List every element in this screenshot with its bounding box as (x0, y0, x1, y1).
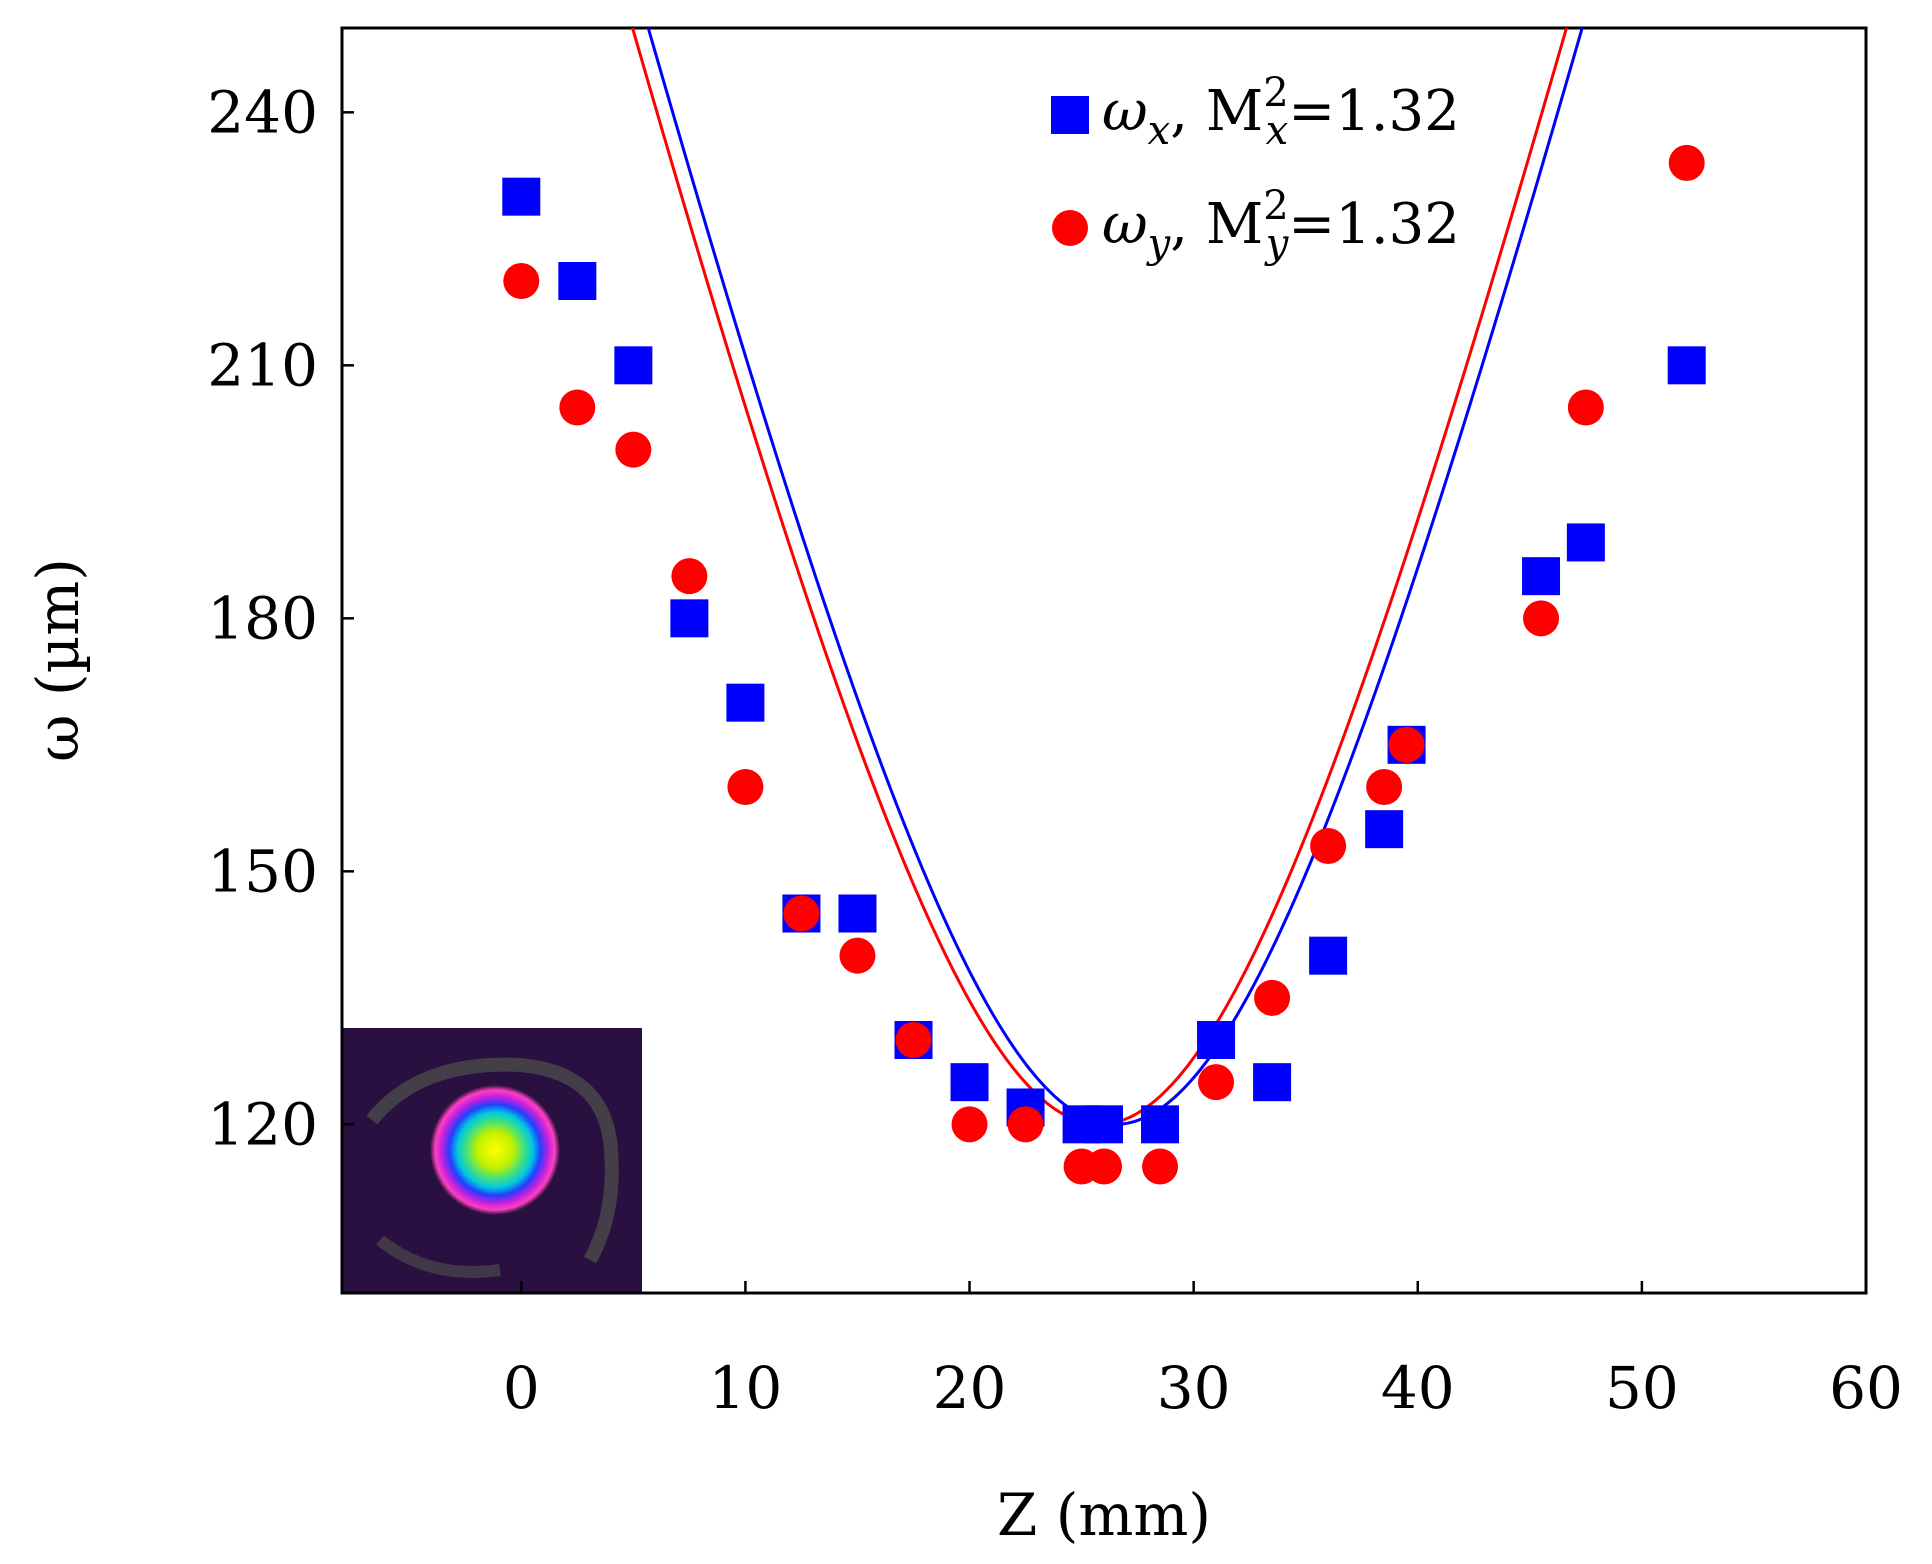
fit-curves (631, 28, 1584, 1126)
point-wy (951, 1106, 988, 1143)
point-wy (1366, 769, 1403, 805)
point-wy (559, 389, 596, 426)
point-wy (1668, 144, 1705, 181)
point-wx (1309, 936, 1348, 975)
point-wy (1142, 1148, 1179, 1185)
x-tick-label: 20 (933, 1354, 1007, 1422)
x-tick-label: 40 (1381, 1354, 1455, 1422)
point-wx (1522, 557, 1561, 596)
x-tick-label: 30 (1157, 1354, 1231, 1422)
point-wy (1007, 1106, 1044, 1143)
inset-beam-image (342, 1028, 642, 1293)
point-wx (950, 1063, 989, 1102)
x-tick-label: 0 (503, 1354, 540, 1422)
point-wy (895, 1022, 932, 1058)
point-wy (727, 769, 764, 805)
point-wy (1523, 600, 1560, 637)
fit-curve-y (631, 28, 1569, 1126)
point-wy (1567, 389, 1604, 426)
point-wx (838, 894, 877, 933)
point-wx (1365, 810, 1404, 849)
point-wx (670, 599, 709, 638)
plot-frame (340, 26, 1868, 1295)
y-tick-label: 120 (207, 1090, 318, 1158)
point-wx (726, 683, 765, 722)
point-wx (1141, 1105, 1180, 1144)
fit-curve-x (646, 28, 1584, 1126)
y-tick-label: 180 (207, 584, 318, 652)
legend-entry: ωy, M2 y=1.32 (1102, 183, 1460, 267)
axes: 0 10 20 30 40 50 60 120 150 180 210 240 (207, 78, 1903, 1422)
point-wy (1198, 1064, 1235, 1101)
point-wx (1253, 1063, 1292, 1102)
point-wy (503, 263, 540, 299)
point-wy (1254, 979, 1291, 1016)
x-tick-label: 10 (709, 1354, 783, 1422)
point-wx (1566, 523, 1605, 562)
y-axis-title: ω (µm) (24, 558, 92, 762)
point-wx (558, 262, 597, 300)
point-wx (1197, 1021, 1236, 1059)
point-wx (1085, 1105, 1123, 1144)
y-tick-label: 210 (207, 331, 318, 399)
axis-titles: Z (mm) ω (µm) (24, 558, 1211, 1549)
data-points (502, 144, 1706, 1185)
point-wx (614, 346, 653, 385)
x-tick-label: 60 (1829, 1354, 1903, 1422)
point-wx (502, 177, 541, 216)
point-wx (1667, 346, 1706, 385)
point-wy (1388, 726, 1425, 763)
legend-entry: ωx, M2 x=1.32 (1102, 70, 1460, 154)
legend: ωx, M2 x=1.32 ωy, M2 y=1.32 (1051, 70, 1460, 267)
x-axis-title: Z (mm) (997, 1481, 1211, 1549)
point-wy (671, 558, 708, 595)
legend-marker-x (1051, 96, 1089, 134)
point-wy (1086, 1148, 1122, 1185)
y-tick-label: 150 (207, 837, 318, 905)
legend-marker-y (1052, 210, 1088, 246)
point-wy (783, 895, 820, 932)
point-wy (615, 431, 652, 468)
point-wy (839, 937, 876, 974)
point-wy (1310, 828, 1347, 865)
x-tick-label: 50 (1605, 1354, 1679, 1422)
y-tick-label: 240 (207, 78, 318, 146)
